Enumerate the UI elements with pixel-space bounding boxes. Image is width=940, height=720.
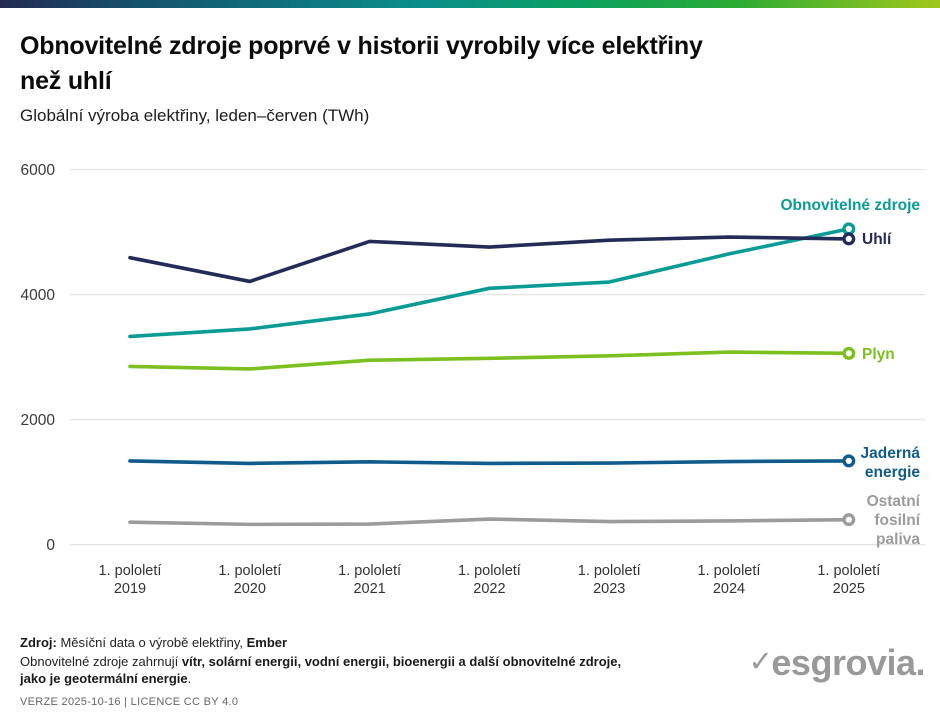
methodology-note: Obnovitelné zdroje zahrnují vítr, solárn… <box>20 654 622 686</box>
x-axis-tick-label: 1. pololetí 2024 <box>698 563 761 597</box>
line-chart: 0 2000 4000 6000 1. pololetí 2019 1. pololetí 2… <box>0 138 940 608</box>
x-axis-tick-label: 1. pololetí 2021 <box>338 563 401 597</box>
series-line-2 <box>128 350 851 371</box>
version-license-line: VERZE 2025-10-16 | LICENCE CC BY 4.0 <box>20 696 239 708</box>
title-line-2: než uhlí <box>20 67 112 95</box>
checkmark-icon: ✓ <box>748 646 773 678</box>
chart-subtitle: Globální výroba elektřiny, leden–červen … <box>20 106 370 125</box>
series-endpoint-4 <box>842 513 856 527</box>
series-endpoint-3 <box>842 454 856 468</box>
series-endpoint-2 <box>842 346 856 360</box>
series-label-renewables: Obnovitelné zdroje <box>780 197 920 214</box>
chart-canvas: 0 2000 4000 6000 1. pololetí 2019 1. pololetí 2… <box>21 162 925 597</box>
series-line-4 <box>128 517 851 527</box>
x-axis-tick-label: 1. pololetí 2025 <box>817 563 880 597</box>
y-axis-tick-label: 0 <box>46 537 55 554</box>
y-axis-tick-label: 4000 <box>21 287 56 304</box>
series-label-other-fossil: Ostatní fosilní paliva <box>866 493 920 548</box>
series-endpoint-1 <box>842 232 856 246</box>
y-axis-tick-label: 6000 <box>21 162 56 179</box>
brand-gradient-bar <box>0 0 940 8</box>
chart-footer: Zdroj: Měsíční data o výrobě elektřiny, … <box>0 608 940 718</box>
series-endpoint-0 <box>842 222 856 236</box>
series-label-gas: Plyn <box>862 346 895 363</box>
y-axis-tick-label: 2000 <box>21 412 56 429</box>
series-line-1 <box>128 235 851 284</box>
logo-text: esgrovia. <box>771 642 925 683</box>
esgrovia-logo: ✓esgrovia. <box>748 642 926 684</box>
series-line-0 <box>128 227 851 339</box>
x-axis-tick-label: 1. pololetí 2022 <box>458 563 521 597</box>
x-axis-tick-label: 1. pololetí 2020 <box>218 563 281 597</box>
source-line: Zdroj: Měsíční data o výrobě elektřiny, … <box>20 635 288 650</box>
series-label-coal: Uhlí <box>862 231 892 248</box>
title-line-1: Obnovitelné zdroje poprvé v historii vyr… <box>20 32 703 60</box>
page-title: Obnovitelné zdroje poprvé v historii vyr… <box>20 29 920 99</box>
x-axis-tick-label: 1. pololetí 2019 <box>99 563 162 597</box>
chart-header: Obnovitelné zdroje poprvé v historii vyr… <box>0 8 940 126</box>
series-label-nuclear: Jaderná energie <box>860 445 920 481</box>
series-line-3 <box>128 459 851 466</box>
x-axis-tick-label: 1. pololetí 2023 <box>578 563 641 597</box>
